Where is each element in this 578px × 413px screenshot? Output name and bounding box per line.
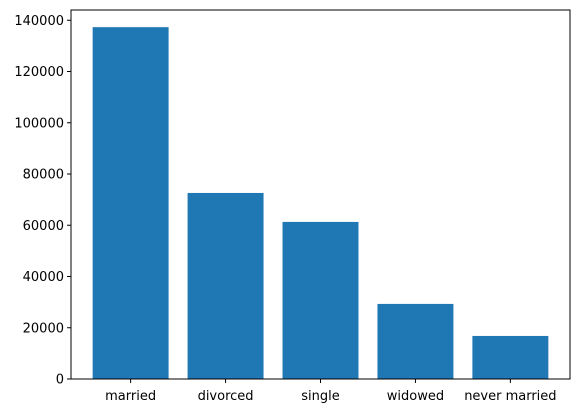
plot-frame xyxy=(70,9,571,380)
x-tick-label-never-married: never married xyxy=(464,389,556,404)
x-axis-ticks: married divorced single widowed never marrie… xyxy=(105,379,557,404)
bar-single xyxy=(282,221,359,379)
y-tick-label-100000: 100000 xyxy=(14,116,64,131)
x-tick-label-widowed: widowed xyxy=(387,389,444,404)
y-axis-ticks: 0 20000 40000 60000 80000 100000 120000 140000 xyxy=(14,14,71,388)
bars-group xyxy=(92,27,549,379)
bar-divorced xyxy=(187,192,264,379)
y-tick-label-40000: 40000 xyxy=(23,270,64,285)
bar-married xyxy=(92,27,169,379)
x-tick-label-divorced: divorced xyxy=(198,389,254,404)
y-tick-label-80000: 80000 xyxy=(23,168,64,183)
y-tick-label-120000: 120000 xyxy=(14,65,64,80)
x-tick-label-single: single xyxy=(301,389,340,404)
bar-widowed xyxy=(377,303,454,379)
y-tick-label-0: 0 xyxy=(56,373,64,388)
x-tick-label-married: married xyxy=(105,389,156,404)
bar-never-married xyxy=(472,335,549,379)
y-tick-label-20000: 20000 xyxy=(23,321,64,336)
y-tick-label-140000: 140000 xyxy=(14,14,64,29)
y-tick-label-60000: 60000 xyxy=(23,219,64,234)
